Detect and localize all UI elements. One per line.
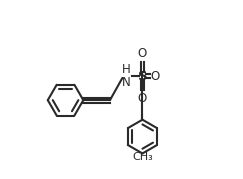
Text: S: S [138,70,147,83]
Text: H: H [122,63,130,76]
Text: N: N [122,76,130,89]
Text: O: O [138,47,147,60]
Text: CH₃: CH₃ [132,152,153,162]
Text: O: O [138,92,147,105]
Text: O: O [151,70,160,83]
